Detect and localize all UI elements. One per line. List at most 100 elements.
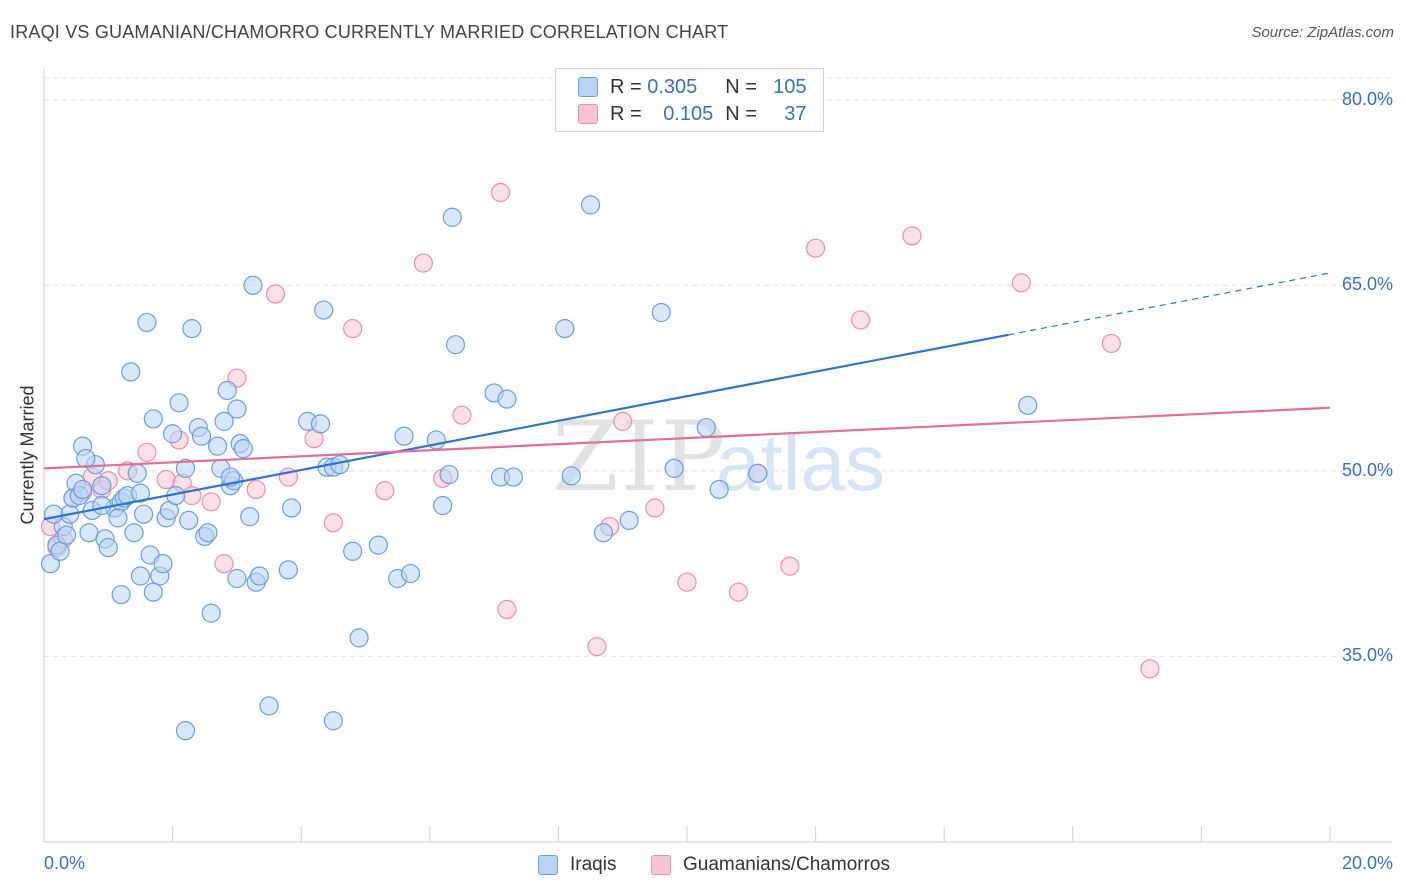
iraqis-point [227,568,247,589]
iraqis-point [56,525,77,545]
legend-label-guamanians: Guamanians/Chamorros [683,854,890,875]
iraqis-point [651,302,671,323]
iraqis-point [709,479,729,500]
iraqis-point [217,380,237,401]
iraqis-point [240,507,260,527]
watermark: ZIP atlas [552,401,885,513]
guamanians-point [902,226,922,246]
iraqis-point [281,498,302,518]
iraqis-point [79,523,99,543]
iraqis-point [76,448,96,469]
iraqis-point [278,560,298,580]
guamanians-point [805,238,826,258]
legend-swatch-guamanians [578,104,598,124]
iraqis-point [191,426,212,446]
guamanians-point [323,513,343,533]
axes [43,68,1392,843]
iraqis-point [214,411,234,431]
y-tick-label: 50.0% [1341,459,1393,480]
y-tick-label: 35.0% [1341,645,1393,666]
guamanians-point [645,498,665,518]
iraqis-point [748,463,768,483]
chart-title: IRAQI VS GUAMANIAN/CHAMORRO CURRENTLY MA… [10,22,729,42]
iraqis-point [433,495,453,516]
x-tick-label-max: 20.0% [1341,853,1393,873]
guamanians-point [413,253,433,273]
iraqis-point [593,523,614,543]
iraqis-point [249,566,270,586]
legend-r-value: 0.105 [663,102,714,125]
iraqis-point [696,417,716,438]
legend-row-guamanians: R = 0.105 N = 37 [578,101,807,127]
legend-r-label: R = [610,75,642,98]
iraqis-point [394,426,414,446]
iraqis-point [127,463,147,483]
legend-row-iraqis: R = 0.305 N = 105 [578,74,807,100]
guamanians-point [156,469,176,490]
iraqis-point [243,275,263,295]
guamanians-point [1011,273,1031,293]
iraqis-point [208,436,228,456]
iraqis-point [343,541,363,561]
series-legend: Iraqis Guamanians/Chamorros [0,851,1406,881]
iraqis-point [124,523,144,543]
series-iraqis-points [40,195,1038,741]
guamanians-point [497,599,517,620]
iraqis-point [619,510,639,530]
stats-legend: R = 0.305 N = 105 R = 0.105 N = 37 [555,68,824,132]
guamanians-point [201,492,221,512]
legend-n-label: N = [725,102,757,125]
iraqis-point [310,414,331,434]
legend-n-value: 105 [773,75,807,98]
iraqis-point [227,399,247,419]
legend-n-value: 37 [784,102,807,125]
guamanians-point [246,479,266,500]
iraqis-point [163,424,183,444]
iraqis-point [153,554,173,574]
iraqis-point [561,466,581,486]
iraqis-point [233,439,253,459]
iraqis-point [72,479,93,500]
iraqis-point [143,582,163,602]
iraqis-point [130,483,151,503]
iraqis-point [143,409,163,429]
iraqis-point [198,523,218,543]
iraqis-point [445,335,466,355]
guamanians-point [1140,659,1160,679]
legend-r-value: 0.305 [647,75,698,98]
guamanians-point [677,572,697,592]
y-tick-label: 65.0% [1341,274,1393,295]
iraqis-point [121,362,141,382]
iraqis-point [98,537,118,558]
y-tick-label: 80.0% [1341,88,1393,109]
iraqis-point [555,319,575,339]
guamanians-point [780,556,800,576]
guamanians-point [265,284,286,304]
iraqis-trend-extension [1008,272,1331,336]
iraqis-point [111,584,131,605]
iraqis-point [175,721,196,741]
guamanians-point [851,310,871,330]
iraqis-point [137,312,157,333]
iraqis-point [503,467,523,487]
iraqis-point [92,495,112,516]
iraqis-point [368,535,388,555]
legend-swatch-iraqis [578,77,598,97]
watermark-zip: ZIP [552,401,727,513]
iraqis-point [349,628,369,648]
legend-item-guamanians[interactable]: Guamanians/Chamorros [651,854,890,876]
legend-item-iraqis[interactable]: Iraqis [538,854,616,876]
iraqis-point [201,603,221,623]
iraqis-point [580,195,601,215]
legend-swatch-iraqis [538,855,558,875]
iraqis-trend-line [43,333,1009,521]
iraqis-point [108,508,128,528]
chart-source: Source: ZipAtlas.com [1251,24,1394,41]
iraqis-point [44,504,64,524]
iraqis-point [664,458,684,478]
grid-lines [44,77,1392,657]
guamanians-point [452,405,472,425]
iraqis-point [179,510,199,530]
watermark-atlas: atlas [716,418,885,507]
